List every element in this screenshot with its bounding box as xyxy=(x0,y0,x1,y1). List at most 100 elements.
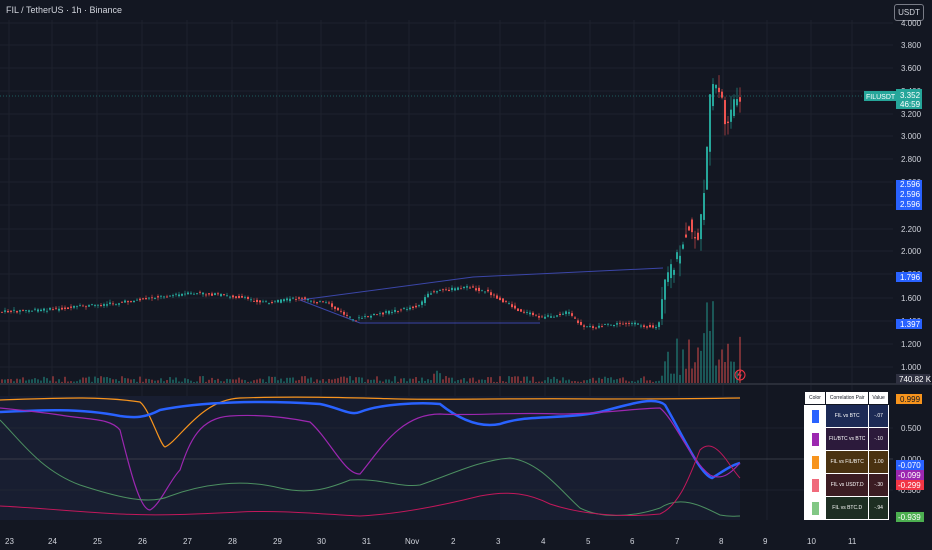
time-tick: 27 xyxy=(183,537,192,546)
time-tick: 5 xyxy=(586,537,591,546)
time-tick: Nov xyxy=(405,537,419,546)
svg-text:2.596: 2.596 xyxy=(900,190,921,199)
volume-label: 740.82 K xyxy=(896,374,932,384)
time-tick: 2 xyxy=(451,537,456,546)
time-tick: 9 xyxy=(763,537,768,546)
time-tick: 8 xyxy=(719,537,724,546)
currency-button[interactable]: USDT xyxy=(894,4,924,21)
svg-text:-0.299: -0.299 xyxy=(898,481,921,490)
color-swatch xyxy=(811,501,819,515)
svg-text:-0.099: -0.099 xyxy=(898,471,921,480)
time-tick: 24 xyxy=(48,537,57,546)
time-tick: 11 xyxy=(848,537,857,546)
pair-cell: FIL vs BTC.D xyxy=(824,496,870,520)
price-tick: 3.000 xyxy=(901,132,922,141)
price-tick: 2.800 xyxy=(901,155,922,164)
svg-text:2.596: 2.596 xyxy=(900,180,921,189)
time-tick: 3 xyxy=(496,537,501,546)
table-header-color: Color xyxy=(804,391,826,405)
color-swatch-cell xyxy=(804,473,826,497)
time-tick: 7 xyxy=(675,537,680,546)
series-filbtc-vs-btc xyxy=(0,407,741,511)
svg-text:46:59: 46:59 xyxy=(900,100,921,109)
value-cell: -.10 xyxy=(868,427,889,451)
time-tick: 23 xyxy=(5,537,14,546)
pair-cell: FIL vs USDT.D xyxy=(824,473,870,497)
correlation-table: Color Correlation Pair Value FIL vs BTC -… xyxy=(804,391,889,520)
chart-title: FIL / TetherUS · 1h · Binance xyxy=(6,5,123,15)
indicator-tick: 0.500 xyxy=(901,424,922,433)
indicator-axis[interactable]: 0.500 0.000 -0.500 xyxy=(898,424,922,495)
value-cell: -.30 xyxy=(868,473,889,497)
color-swatch xyxy=(811,409,819,423)
color-swatch-cell xyxy=(804,404,826,428)
time-tick: 4 xyxy=(541,537,546,546)
indicator-value-label: -0.299 xyxy=(896,480,924,490)
pair-cell: FIL vs FIL/BTC xyxy=(824,450,870,474)
svg-text:3.352: 3.352 xyxy=(900,91,921,100)
color-swatch-cell xyxy=(804,427,826,451)
indicator-tick: 0.000 xyxy=(901,455,922,464)
svg-text:1.397: 1.397 xyxy=(900,320,921,329)
series-fil-vs-btc xyxy=(0,399,741,480)
value-cell: -.07 xyxy=(868,404,889,428)
time-tick: 26 xyxy=(138,537,147,546)
price-label-level: 1.397 xyxy=(896,319,922,329)
trend-line-upper[interactable] xyxy=(299,267,664,301)
time-tick: 30 xyxy=(317,537,326,546)
price-tick: 1.200 xyxy=(901,340,922,349)
indicator-band xyxy=(500,396,670,520)
series-fil-vs-btcd xyxy=(0,419,741,517)
price-label-current: 3.352 46:59 xyxy=(896,89,922,109)
pair-cell: FIL/BTC vs BTC xyxy=(824,427,870,451)
alert-bolt-icon[interactable] xyxy=(734,369,746,381)
trend-line-lower[interactable] xyxy=(299,299,540,324)
table-row: FIL vs BTC.D -.94 xyxy=(804,496,889,520)
svg-text:-0.070: -0.070 xyxy=(898,461,921,470)
time-tick: 31 xyxy=(362,537,371,546)
price-candles[interactable] xyxy=(1,75,741,331)
table-row: FIL/BTC vs BTC -.10 xyxy=(804,427,889,451)
svg-text:1.796: 1.796 xyxy=(900,273,921,282)
table-header-pair: Correlation Pair xyxy=(824,391,870,405)
indicator-tick: -0.500 xyxy=(898,486,921,495)
color-swatch-cell xyxy=(804,496,826,520)
value-cell: 1.00 xyxy=(868,450,889,474)
color-swatch xyxy=(811,432,819,446)
price-tick: 3.800 xyxy=(901,41,922,50)
time-tick: 29 xyxy=(273,537,282,546)
table-row: FIL vs USDT.D -.30 xyxy=(804,473,889,497)
volume-bars xyxy=(1,301,741,384)
price-label-level: 1.796 xyxy=(896,272,922,282)
price-tick: 3.200 xyxy=(901,110,922,119)
indicator-value-label: -0.070 xyxy=(896,460,924,470)
svg-text:740.82 K: 740.82 K xyxy=(899,375,932,384)
color-swatch xyxy=(811,455,819,469)
svg-text:0.999: 0.999 xyxy=(900,395,921,404)
time-tick: 28 xyxy=(228,537,237,546)
time-tick: 10 xyxy=(807,537,816,546)
price-tick: 4.000 xyxy=(901,19,922,28)
price-tick: 3.600 xyxy=(901,64,922,73)
value-cell: -.94 xyxy=(868,496,889,520)
color-swatch xyxy=(811,478,819,492)
svg-text:-0.939: -0.939 xyxy=(898,513,921,522)
svg-text:2.596: 2.596 xyxy=(900,200,921,209)
time-tick: 25 xyxy=(93,537,102,546)
price-tick: 2.000 xyxy=(901,247,922,256)
grid-lines xyxy=(0,20,893,520)
price-tick: 1.600 xyxy=(901,294,922,303)
indicator-band xyxy=(0,396,170,520)
svg-text:FILUSDT: FILUSDT xyxy=(866,94,896,101)
series-fil-vs-usdtd xyxy=(0,445,741,517)
table-header-value: Value xyxy=(868,391,889,405)
price-tick: 2.200 xyxy=(901,225,922,234)
pair-cell: FIL vs BTC xyxy=(824,404,870,428)
time-axis[interactable]: 23 24 25 26 27 28 29 30 31 Nov 2 3 4 5 6 7 8 9 10 11 xyxy=(5,537,857,546)
table-row: FIL vs FIL/BTC 1.00 xyxy=(804,450,889,474)
series-fil-vs-filbtc xyxy=(0,396,741,448)
price-label-symbol: FILUSDT xyxy=(864,91,896,101)
indicator-value-label: 0.999 xyxy=(896,394,922,404)
color-swatch-cell xyxy=(804,450,826,474)
